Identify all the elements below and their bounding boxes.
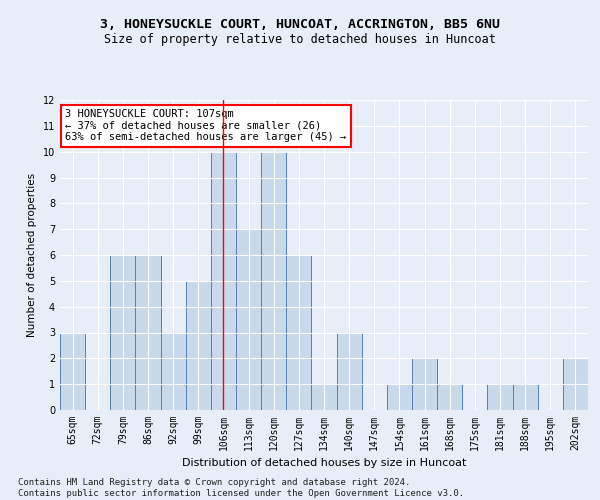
Bar bbox=[161, 332, 186, 410]
Bar bbox=[60, 332, 85, 410]
Bar bbox=[236, 229, 261, 410]
Text: Size of property relative to detached houses in Huncoat: Size of property relative to detached ho… bbox=[104, 32, 496, 46]
Text: Contains HM Land Registry data © Crown copyright and database right 2024.
Contai: Contains HM Land Registry data © Crown c… bbox=[18, 478, 464, 498]
Bar bbox=[311, 384, 337, 410]
X-axis label: Distribution of detached houses by size in Huncoat: Distribution of detached houses by size … bbox=[182, 458, 466, 468]
Bar bbox=[512, 384, 538, 410]
Y-axis label: Number of detached properties: Number of detached properties bbox=[27, 173, 37, 337]
Bar bbox=[387, 384, 412, 410]
Text: 3 HONEYSUCKLE COURT: 107sqm
← 37% of detached houses are smaller (26)
63% of sem: 3 HONEYSUCKLE COURT: 107sqm ← 37% of det… bbox=[65, 110, 347, 142]
Bar bbox=[437, 384, 462, 410]
Bar bbox=[286, 255, 311, 410]
Bar bbox=[186, 281, 211, 410]
Bar bbox=[487, 384, 512, 410]
Bar bbox=[211, 152, 236, 410]
Bar bbox=[337, 332, 362, 410]
Bar bbox=[563, 358, 588, 410]
Text: 3, HONEYSUCKLE COURT, HUNCOAT, ACCRINGTON, BB5 6NU: 3, HONEYSUCKLE COURT, HUNCOAT, ACCRINGTO… bbox=[100, 18, 500, 30]
Bar bbox=[136, 255, 161, 410]
Bar bbox=[412, 358, 437, 410]
Bar bbox=[110, 255, 136, 410]
Bar bbox=[261, 152, 286, 410]
